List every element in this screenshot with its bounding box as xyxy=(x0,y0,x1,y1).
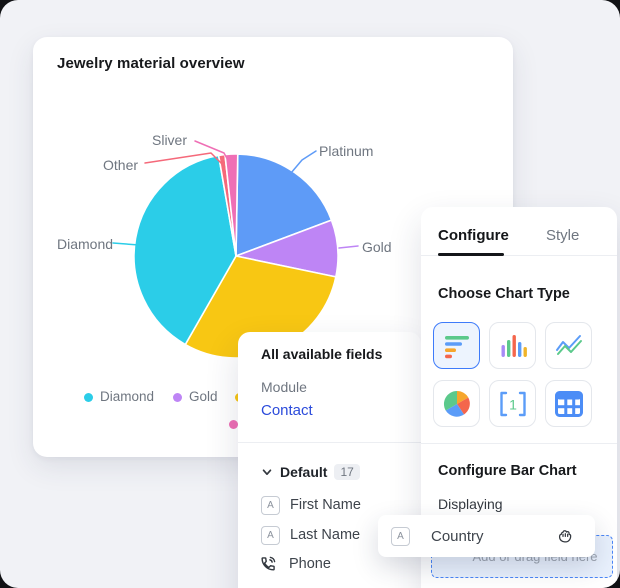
dragged-field-country[interactable]: A Country xyxy=(378,515,595,557)
pie-slice-platinum xyxy=(235,153,333,257)
field-label: First Name xyxy=(290,497,361,513)
pie-chart-icon xyxy=(443,390,470,417)
dragged-field-label: Country xyxy=(431,527,484,545)
field-group-default[interactable]: Default 17 xyxy=(261,462,360,482)
chart-type-column-button[interactable] xyxy=(489,322,536,369)
phone-icon xyxy=(259,555,277,573)
legend-label-diamond: Diamond xyxy=(100,389,155,404)
chevron-down-icon xyxy=(261,466,273,478)
fields-panel-title: All available fields xyxy=(261,346,383,362)
active-tab-underline xyxy=(438,253,504,256)
module-contact-link[interactable]: Contact xyxy=(261,402,313,419)
configure-bar-chart-title: Configure Bar Chart xyxy=(438,463,577,479)
grab-hand-icon xyxy=(555,526,575,546)
leader-line-other xyxy=(144,152,223,165)
field-label: Phone xyxy=(289,556,331,572)
tabs-divider xyxy=(421,255,617,256)
chart-type-line-button[interactable] xyxy=(545,322,592,369)
legend-label-gold: Gold xyxy=(189,389,218,404)
text-field-icon: A xyxy=(391,526,410,546)
leader-line-platinum xyxy=(290,150,317,174)
pie-label-other: Other xyxy=(103,157,139,173)
column-chart-icon xyxy=(501,334,527,357)
chart-type-table-button[interactable] xyxy=(545,380,592,427)
chart-type-pie-button[interactable] xyxy=(433,380,480,427)
text-field-icon: A xyxy=(261,495,280,515)
chart-type-number-button[interactable]: 1 xyxy=(489,380,536,427)
legend-dot-diamond xyxy=(84,393,93,402)
pie-label-platinum: Platinum xyxy=(319,143,374,159)
tab-style[interactable]: Style xyxy=(546,227,580,244)
svg-text:1: 1 xyxy=(509,396,517,412)
leader-line-gold xyxy=(338,245,359,249)
group-name: Default xyxy=(280,464,328,480)
field-label: Last Name xyxy=(290,527,361,543)
leader-line-diamond xyxy=(112,242,140,246)
module-label: Module xyxy=(261,379,307,395)
pie-label-gold: Gold xyxy=(362,239,392,255)
legend-dot-pink xyxy=(229,420,238,429)
configure-section-divider xyxy=(421,443,617,444)
choose-chart-type-title: Choose Chart Type xyxy=(438,286,570,302)
field-item-first-name[interactable]: A First Name xyxy=(261,495,361,515)
pie-slice-diamond xyxy=(133,154,237,346)
field-item-phone[interactable]: Phone xyxy=(259,555,331,573)
legend-dot-gold xyxy=(173,393,182,402)
group-count-badge: 17 xyxy=(334,464,360,480)
field-item-last-name[interactable]: A Last Name xyxy=(261,525,361,545)
number-kpi-icon: 1 xyxy=(499,391,526,416)
line-chart-icon xyxy=(555,334,582,355)
table-icon xyxy=(554,390,583,417)
chart-title: Jewelry material overview xyxy=(57,55,245,72)
horizontal-bar-chart-icon xyxy=(444,335,469,358)
displaying-label: Displaying xyxy=(438,496,503,512)
text-field-icon: A xyxy=(261,525,280,545)
pie-label-diamond: Diamond xyxy=(57,236,114,252)
tab-configure[interactable]: Configure xyxy=(438,227,509,244)
chart-type-horizontal-bar-button[interactable] xyxy=(433,322,480,369)
pie-label-sliver: Sliver xyxy=(152,132,188,148)
fields-divider xyxy=(238,442,421,443)
leader-line-sliver xyxy=(194,140,230,163)
